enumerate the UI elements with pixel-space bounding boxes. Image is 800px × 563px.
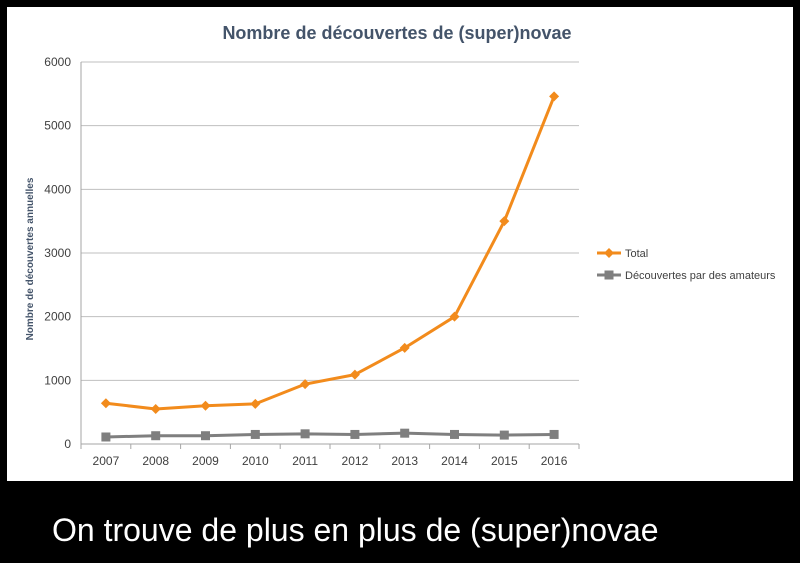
data-point — [499, 216, 510, 227]
data-point — [300, 379, 311, 390]
data-point — [200, 400, 211, 411]
x-tick-label: 2009 — [192, 454, 219, 468]
y-tick-label: 3000 — [44, 246, 71, 260]
x-tick-label: 2014 — [441, 454, 468, 468]
data-point — [150, 403, 161, 414]
x-tick-label: 2008 — [142, 454, 169, 468]
x-tick-label: 2013 — [391, 454, 418, 468]
x-tick-label: 2011 — [292, 454, 318, 468]
legend-marker — [604, 270, 614, 280]
legend-label: Découvertes par des amateurs — [625, 270, 776, 282]
data-point — [400, 428, 410, 438]
data-point — [549, 429, 559, 439]
y-axis-label: Nombre de découvertes annuelles — [25, 177, 36, 340]
y-tick-label: 4000 — [44, 182, 71, 196]
data-point — [151, 431, 161, 441]
legend-marker — [604, 248, 614, 258]
axes: 0 1000 2000 3000 4000 5000 6000 2007 2008 2009 201… — [44, 55, 580, 468]
x-tick-label: 2012 — [342, 454, 369, 468]
y-tick-label: 0 — [64, 437, 71, 451]
data-point — [250, 398, 261, 409]
data-point — [449, 311, 460, 322]
x-tick-label: 2015 — [491, 454, 518, 468]
series-line — [105, 95, 556, 411]
y-tick-label: 6000 — [44, 55, 71, 69]
data-point — [499, 430, 509, 440]
legend-label: Total — [625, 248, 648, 260]
chart-panel: Nombre de découvertes de (super)novae 0 1… — [7, 7, 793, 481]
slide-caption: On trouve de plus en plus de (super)nova… — [52, 512, 659, 548]
y-tick-label: 1000 — [44, 373, 71, 387]
data-point — [201, 431, 210, 441]
y-tick-label: 5000 — [44, 119, 71, 133]
data-point — [250, 429, 260, 439]
data-point — [399, 342, 410, 353]
x-tick-label: 2016 — [541, 454, 568, 468]
series-line — [105, 431, 555, 439]
data-point — [300, 429, 310, 439]
data-point — [450, 429, 459, 439]
data-point — [549, 91, 560, 102]
x-tick-label: 2010 — [242, 454, 269, 468]
data-point — [349, 369, 360, 380]
y-tick-label: 2000 — [44, 310, 71, 324]
legend: Total Découvertes par des amateurs — [597, 248, 776, 282]
line-chart: Nombre de découvertes de (super)novae 0 1… — [25, 23, 776, 468]
data-point — [350, 429, 360, 439]
data-point — [100, 398, 111, 409]
grid — [81, 61, 579, 381]
series — [100, 91, 560, 442]
x-tick-label: 2007 — [93, 454, 120, 468]
data-point — [101, 432, 111, 442]
chart-title: Nombre de découvertes de (super)novae — [222, 23, 571, 43]
